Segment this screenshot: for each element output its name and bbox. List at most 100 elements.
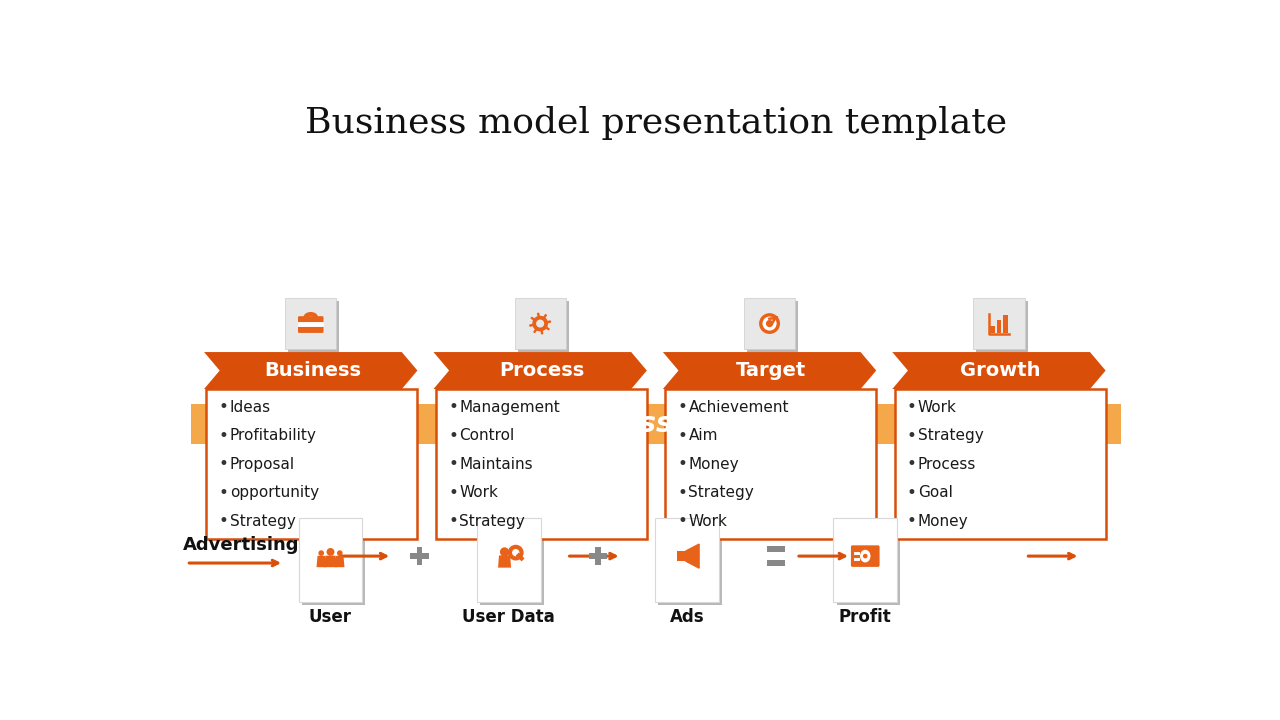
Polygon shape [434, 352, 646, 389]
Circle shape [500, 547, 509, 557]
Text: Work: Work [460, 485, 498, 500]
Bar [411, 554, 429, 559]
Text: •: • [219, 484, 229, 502]
Bar [744, 298, 795, 349]
FancyBboxPatch shape [298, 316, 324, 333]
Bar [589, 554, 607, 559]
Bar [997, 320, 1001, 333]
Text: Strategy: Strategy [229, 513, 296, 528]
Text: Management: Management [460, 400, 559, 415]
Bar [677, 551, 686, 561]
FancyBboxPatch shape [851, 545, 879, 567]
Polygon shape [316, 556, 326, 567]
Text: •: • [448, 484, 458, 502]
Bar [895, 389, 1106, 539]
Text: Ads: Ads [669, 608, 704, 626]
Text: Advertising: Advertising [183, 536, 300, 554]
Text: Maintains: Maintains [460, 456, 532, 472]
Bar [288, 301, 339, 352]
Bar [655, 518, 719, 603]
Circle shape [763, 317, 777, 330]
Text: •: • [908, 398, 916, 416]
Text: •: • [219, 455, 229, 473]
Text: Profitability: Profitability [229, 428, 316, 443]
Circle shape [759, 313, 780, 334]
Text: •: • [677, 484, 687, 502]
Bar [973, 298, 1024, 349]
Polygon shape [324, 556, 337, 567]
Bar [658, 521, 722, 606]
Text: Achievement: Achievement [689, 400, 788, 415]
Text: Goal: Goal [918, 485, 952, 500]
Bar [417, 547, 422, 565]
Polygon shape [530, 313, 550, 334]
Text: Strategy: Strategy [460, 513, 525, 528]
Text: •: • [219, 512, 229, 530]
Bar [595, 547, 600, 565]
Text: Business model presentation template: Business model presentation template [305, 106, 1007, 140]
Bar [517, 301, 568, 352]
Text: •: • [908, 455, 916, 473]
Polygon shape [892, 352, 1106, 389]
Ellipse shape [860, 550, 870, 562]
Text: Growth: Growth [960, 361, 1041, 380]
Bar [206, 389, 417, 539]
Polygon shape [663, 352, 877, 389]
Bar [285, 298, 337, 349]
Text: •: • [677, 398, 687, 416]
Text: Business: Business [264, 361, 361, 380]
Text: Strategy: Strategy [918, 428, 983, 443]
Text: •: • [908, 512, 916, 530]
Text: Target: Target [736, 361, 806, 380]
Bar [666, 389, 877, 539]
Bar [302, 521, 365, 606]
Text: •: • [908, 426, 916, 444]
Circle shape [536, 320, 544, 328]
Text: •: • [908, 484, 916, 502]
Polygon shape [686, 544, 699, 568]
Bar [767, 546, 786, 552]
Text: User Data: User Data [462, 608, 556, 626]
Circle shape [337, 550, 343, 556]
Text: •: • [677, 426, 687, 444]
Text: Work: Work [689, 513, 727, 528]
Text: opportunity: opportunity [229, 485, 319, 500]
Bar [480, 521, 544, 606]
Text: Proposal: Proposal [229, 456, 294, 472]
Polygon shape [204, 352, 417, 389]
Text: Aim: Aim [689, 428, 718, 443]
Text: Money: Money [918, 513, 969, 528]
Text: Work: Work [918, 400, 956, 415]
Circle shape [319, 550, 324, 556]
Text: •: • [677, 512, 687, 530]
Text: Profit: Profit [838, 608, 892, 626]
Text: Business model: Business model [534, 410, 778, 438]
Text: •: • [219, 426, 229, 444]
Bar [837, 521, 900, 606]
Circle shape [863, 554, 868, 559]
Text: •: • [219, 398, 229, 416]
Text: •: • [448, 398, 458, 416]
Text: Process: Process [918, 456, 977, 472]
Bar [191, 405, 1121, 444]
Bar [977, 301, 1028, 352]
Circle shape [326, 548, 334, 556]
Text: •: • [677, 455, 687, 473]
Text: Process: Process [499, 361, 585, 380]
Text: •: • [448, 455, 458, 473]
Bar [748, 301, 799, 352]
Polygon shape [498, 555, 511, 567]
Text: •: • [448, 426, 458, 444]
Text: Ideas: Ideas [229, 400, 271, 415]
Text: Money: Money [689, 456, 739, 472]
Bar [477, 518, 540, 603]
Bar [989, 325, 995, 333]
Bar [1004, 315, 1007, 333]
Bar [435, 389, 646, 539]
Text: •: • [448, 512, 458, 530]
Text: Control: Control [460, 428, 515, 443]
Text: User: User [308, 608, 352, 626]
Circle shape [765, 320, 773, 327]
Text: Strategy: Strategy [689, 485, 754, 500]
Bar [298, 518, 362, 603]
